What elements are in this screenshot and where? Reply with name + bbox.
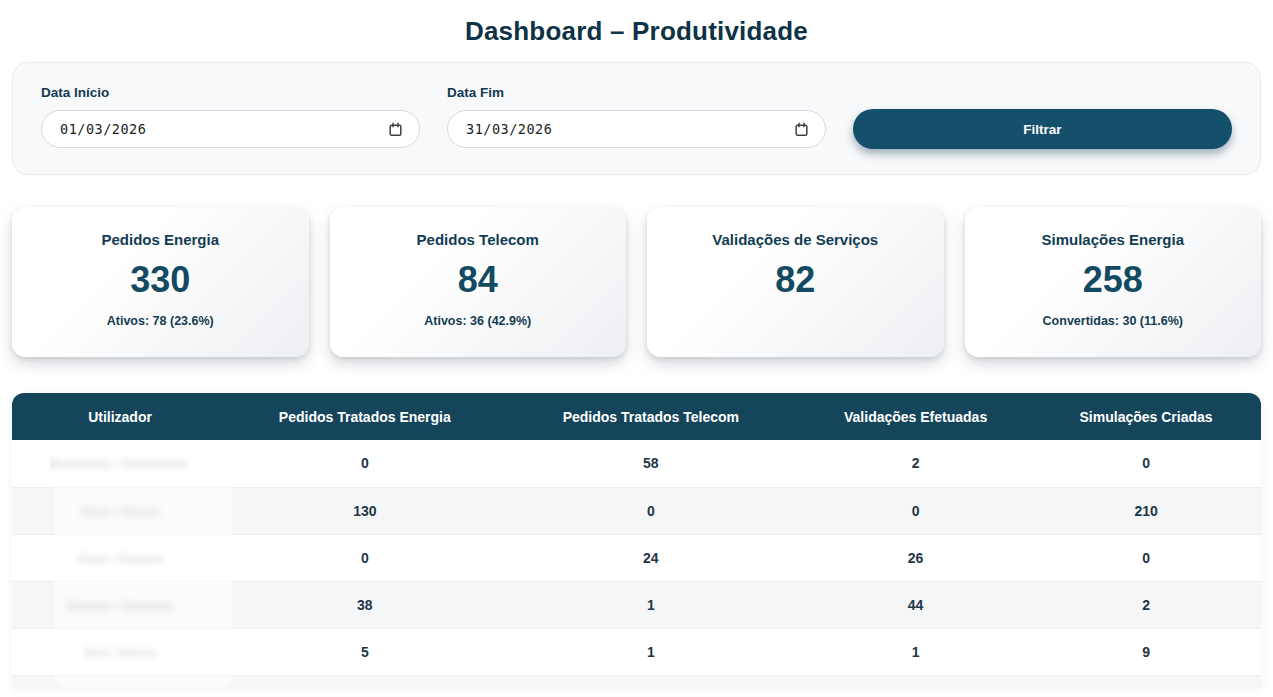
table-row: Xxxxxx / Xxxxxxx 381442 [12,581,1261,628]
value-cell: 1 [502,628,801,675]
productivity-table: Utilizador Pedidos Tratados Energia Pedi… [12,393,1261,688]
end-date-value: 31/03/2026 [466,121,552,137]
start-date-label: Data Início [41,85,420,100]
dashboard-page: Dashboard – Produtividade Data Início 01… [0,0,1273,697]
table-row: Xxxxxxxx / Xxxxxxxxx05820 [12,440,1261,487]
card-subtitle: Convertidas: 30 (11.6%) [1043,314,1183,330]
start-date-field: Data Início 01/03/2026 [41,85,420,148]
page-title: Dashboard – Produtividade [0,16,1273,47]
card-pedidos-telecom: Pedidos Telecom 84 Ativos: 36 (42.9%) [330,207,627,357]
redacted-user-name: Xxxx / Xxxxxx [77,551,163,566]
value-cell: 9 [1031,628,1261,675]
col-header-simulacoes: Simulações Criadas [1031,393,1261,440]
card-subtitle: Ativos: 78 (23.6%) [107,314,214,330]
value-cell: 1 [502,581,801,628]
end-date-field: Data Fim 31/03/2026 [447,85,826,148]
value-cell: 26 [800,534,1031,581]
stat-cards: Pedidos Energia 330 Ativos: 78 (23.6%) P… [12,207,1261,357]
value-cell: 2 [800,440,1031,487]
card-title: Validações de Serviços [712,231,878,248]
value-cell: 0 [228,534,502,581]
filter-panel: Data Início 01/03/2026 Data Fim 31/03/ [12,62,1261,175]
card-validacoes-servicos: Validações de Serviços 82 [647,207,944,357]
redacted-user-name: Xxxxxx / Xxxxxxx [66,598,174,613]
card-simulacoes-energia: Simulações Energia 258 Convertidas: 30 (… [965,207,1262,357]
start-date-value: 01/03/2026 [60,121,146,137]
card-value: 258 [1083,260,1143,300]
col-header-utilizador: Utilizador [12,393,228,440]
card-pedidos-energia: Pedidos Energia 330 Ativos: 78 (23.6%) [12,207,309,357]
card-value: 330 [130,260,190,300]
value-cell: 210 [1031,487,1261,534]
card-value: 84 [458,260,498,300]
value-cell: 24 [502,534,801,581]
table-row: Xxxx / Xxxxx13000210 [12,487,1261,534]
card-value: 82 [775,260,815,300]
user-name-cell: Xxx / Xxxxx [12,628,228,675]
value-cell: 130 [228,487,502,534]
value-cell: 5 [228,628,502,675]
card-title: Pedidos Telecom [417,231,539,248]
table-row-partial [12,675,1261,688]
user-name-cell: Xxxx / Xxxxx [12,487,228,534]
value-cell: 0 [502,487,801,534]
value-cell: 0 [800,487,1031,534]
value-cell: 38 [228,581,502,628]
card-title: Simulações Energia [1041,231,1184,248]
user-name-cell: Xxxxxxxx / Xxxxxxxxx [12,440,228,487]
value-cell: 2 [1031,581,1261,628]
redacted-user-name: Xxx / Xxxxx [84,645,156,660]
value-cell: 0 [1031,440,1261,487]
col-header-validacoes: Validações Efetuadas [800,393,1031,440]
user-name-cell: Xxxx / Xxxxxx [12,534,228,581]
value-cell: 1 [800,628,1031,675]
card-title: Pedidos Energia [101,231,219,248]
filter-button[interactable]: Filtrar [853,109,1232,149]
value-cell: 0 [228,440,502,487]
user-name-cell: Xxxxxx / Xxxxxxx [12,581,228,628]
table-row: Xxx / Xxxxx5119 [12,628,1261,675]
col-header-energia: Pedidos Tratados Energia [228,393,502,440]
redacted-user-name: Xxxxxxxx / Xxxxxxxxx [52,456,189,471]
table-body: Xxxxxxxx / Xxxxxxxxx05820Xxxx / Xxxxx130… [12,440,1261,675]
value-cell: 58 [502,440,801,487]
card-subtitle: Ativos: 36 (42.9%) [424,314,531,330]
table-header-row: Utilizador Pedidos Tratados Energia Pedi… [12,393,1261,440]
table-row: Xxxx / Xxxxxx024260 [12,534,1261,581]
calendar-icon[interactable] [388,122,403,137]
start-date-input[interactable]: 01/03/2026 [41,110,420,148]
value-cell: 44 [800,581,1031,628]
redacted-user-name: Xxxx / Xxxxx [81,504,160,519]
calendar-icon[interactable] [794,122,809,137]
col-header-telecom: Pedidos Tratados Telecom [502,393,801,440]
end-date-input[interactable]: 31/03/2026 [447,110,826,148]
end-date-label: Data Fim [447,85,826,100]
value-cell: 0 [1031,534,1261,581]
